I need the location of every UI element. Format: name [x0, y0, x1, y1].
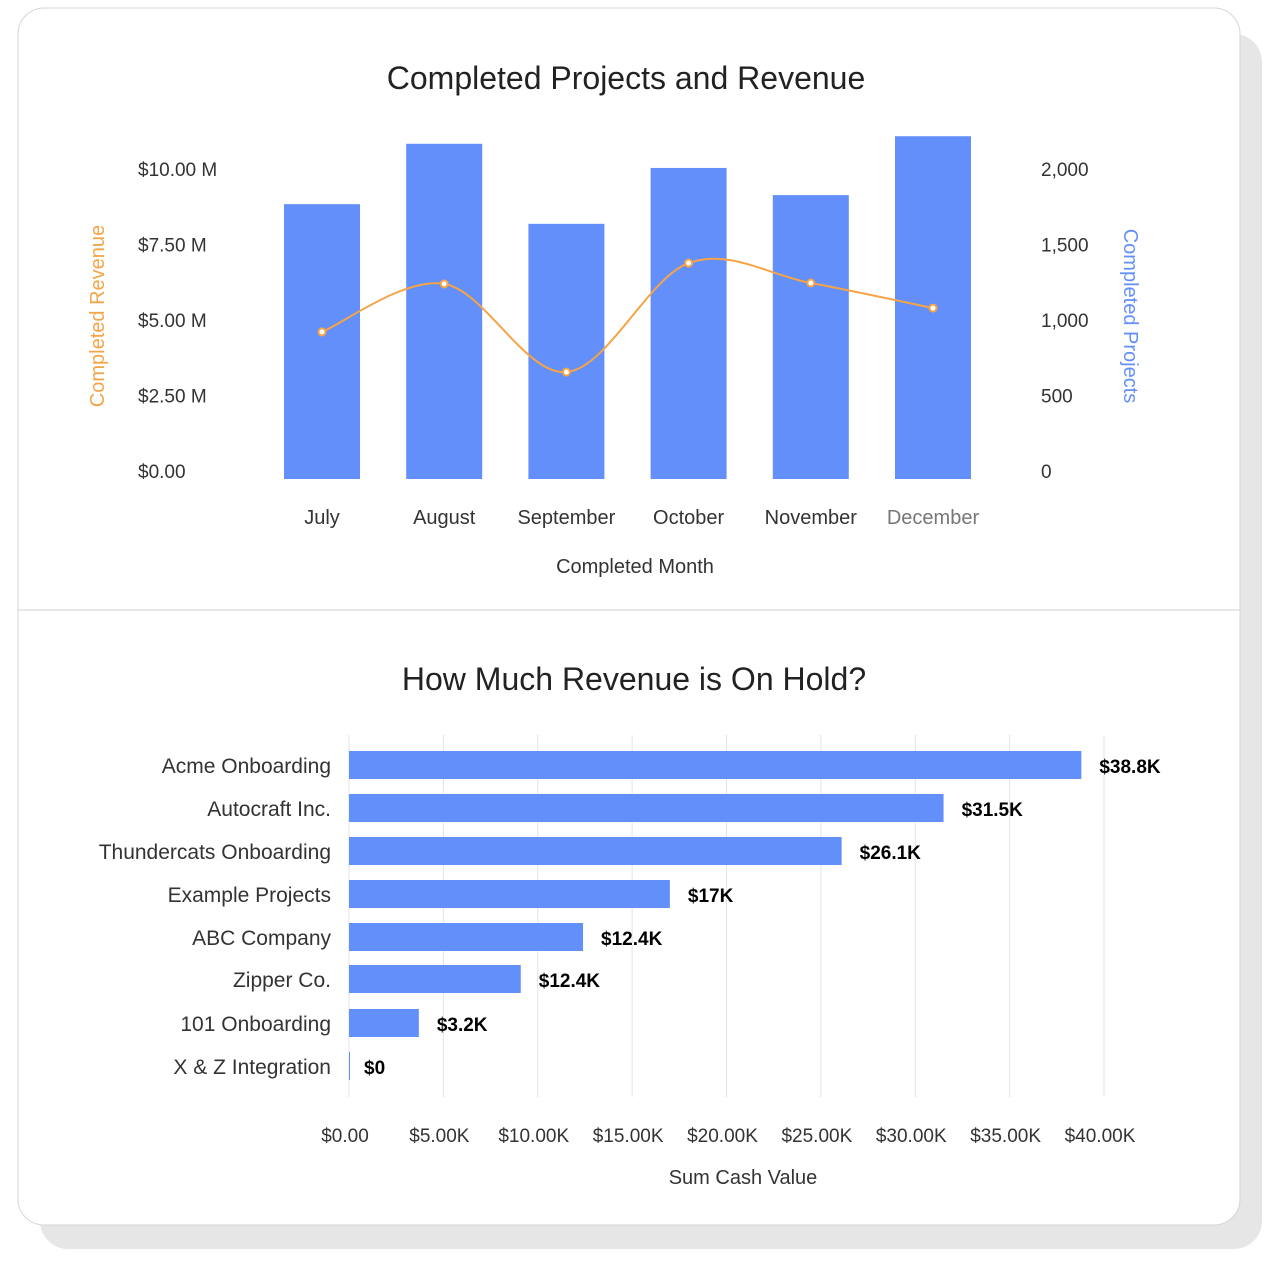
data-label: $17K [688, 886, 734, 907]
card [17, 7, 1241, 1226]
x-axis-label: Sum Cash Value [669, 1167, 818, 1189]
right-tick-label: 1,000 [1041, 311, 1089, 332]
bar-july[interactable] [284, 204, 360, 479]
revenue-point-september[interactable] [561, 367, 571, 377]
bar[interactable] [349, 751, 1082, 779]
x-tick-label: September [517, 507, 615, 529]
x-tick-label: December [887, 507, 980, 529]
data-label: $0 [364, 1058, 385, 1079]
x-tick-label: $20.00K [687, 1126, 758, 1147]
x-tick-label: August [413, 507, 476, 529]
category-label: ABC Company [192, 927, 331, 950]
category-label: Thundercats Onboarding [99, 841, 331, 864]
bar[interactable] [349, 965, 521, 993]
x-tick-label: $0.00 [321, 1126, 369, 1147]
x-tick-label: $25.00K [781, 1126, 852, 1147]
bar[interactable] [349, 1009, 419, 1037]
right-axis-label: Completed Projects [1119, 229, 1141, 404]
revenue-point-october[interactable] [684, 258, 694, 268]
category-label: 101 Onboarding [180, 1013, 331, 1036]
x-tick-label: $15.00K [593, 1126, 664, 1147]
x-tick-label: $30.00K [876, 1126, 947, 1147]
bar[interactable] [349, 923, 584, 951]
data-label: $31.5K [962, 800, 1024, 821]
chart-title: Completed Projects and Revenue [387, 60, 866, 96]
x-tick-label: $10.00K [498, 1126, 569, 1147]
x-tick-label: $5.00K [409, 1126, 470, 1147]
bar[interactable] [349, 837, 842, 865]
x-axis-label: Completed Month [556, 556, 714, 578]
bar-august[interactable] [406, 143, 483, 479]
bar[interactable] [349, 1052, 350, 1080]
left-tick-label: $10.00 M [138, 160, 217, 181]
bar-november[interactable] [772, 195, 849, 479]
right-tick-label: 2,000 [1041, 160, 1089, 181]
right-tick-label: 0 [1041, 462, 1052, 483]
x-tick-label: October [653, 507, 724, 529]
bar-october[interactable] [650, 167, 727, 479]
category-label: Autocraft Inc. [207, 798, 331, 821]
x-tick-label: $40.00K [1065, 1126, 1136, 1147]
bar-september[interactable] [528, 223, 605, 479]
left-tick-label: $2.50 M [138, 387, 207, 408]
data-label: $12.4K [539, 971, 601, 992]
revenue-point-july[interactable] [317, 327, 327, 337]
completed-projects-chart: Completed Projects and Revenue Completed… [87, 60, 1141, 578]
revenue-on-hold-chart: How Much Revenue is On Hold? Sum Cash Va… [99, 661, 1161, 1189]
category-label: Zipper Co. [233, 969, 331, 992]
x-tick-label: November [765, 507, 858, 529]
left-tick-label: $7.50 M [138, 236, 207, 257]
category-label: X & Z Integration [173, 1056, 331, 1079]
right-tick-label: 1,500 [1041, 236, 1089, 257]
bar[interactable] [349, 794, 944, 822]
left-tick-label: $5.00 M [138, 311, 207, 332]
revenue-line [321, 257, 934, 374]
revenue-point-december[interactable] [928, 303, 938, 313]
data-label: $26.1K [860, 843, 922, 864]
data-label: $12.4K [601, 929, 663, 950]
right-tick-label: 500 [1041, 387, 1073, 408]
revenue-point-november[interactable] [806, 278, 816, 288]
revenue-point-august[interactable] [439, 279, 449, 289]
x-tick-label: $35.00K [970, 1126, 1041, 1147]
data-label: $3.2K [437, 1015, 488, 1036]
category-label: Example Projects [168, 884, 331, 907]
chart-title: How Much Revenue is On Hold? [402, 661, 866, 697]
x-tick-label: July [304, 507, 340, 529]
left-axis-label: Completed Revenue [87, 225, 109, 407]
bar[interactable] [349, 880, 670, 908]
category-label: Acme Onboarding [162, 755, 331, 778]
left-tick-label: $0.00 [138, 462, 186, 483]
data-label: $38.8K [1099, 757, 1161, 778]
